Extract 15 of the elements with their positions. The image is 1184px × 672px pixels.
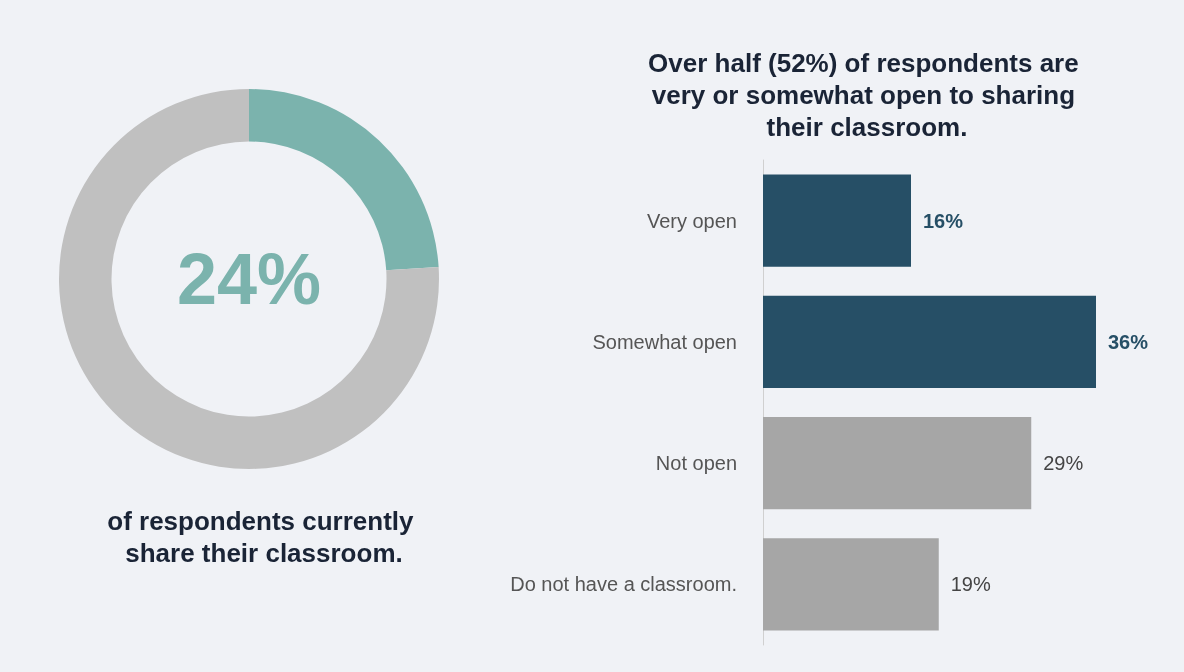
bar	[763, 538, 939, 631]
data-label: 24%	[176, 239, 322, 319]
y-tick-label: Very open	[646, 209, 737, 232]
y-tick-label: Somewhat open	[592, 330, 737, 353]
y-tick-label: Do not have a classroom.	[510, 573, 737, 596]
bar	[763, 295, 1096, 388]
y-tick-label: Not open	[655, 452, 737, 475]
data-label: 29%	[1043, 452, 1084, 475]
bar	[763, 417, 1032, 510]
text: of respondents currently share their classroom.	[107, 506, 421, 568]
data-label: 36%	[1108, 330, 1149, 353]
data-label: 16%	[923, 209, 964, 232]
chart-title: Over half (52%) of respondents are very or somewhat open to sharing their classroom.	[648, 48, 1086, 142]
bar	[763, 174, 911, 267]
data-label: 19%	[950, 573, 991, 596]
